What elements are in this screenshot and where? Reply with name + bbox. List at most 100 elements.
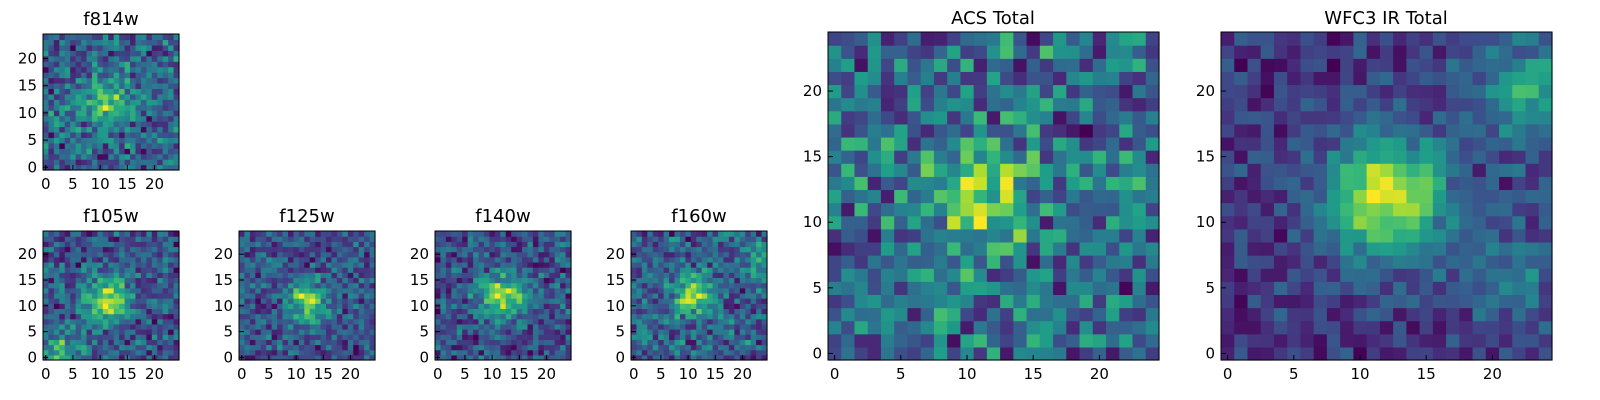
heatmap-cell — [960, 307, 975, 322]
heatmap-cell — [1485, 163, 1500, 177]
heatmap-cell — [1079, 163, 1094, 177]
heatmap-cell — [119, 334, 126, 340]
heatmap-cell — [157, 104, 164, 111]
heatmap-cell — [108, 318, 115, 325]
heatmap-cell — [326, 339, 333, 346]
heatmap-cell — [1459, 189, 1474, 204]
heatmap-cell — [81, 354, 88, 361]
heatmap-cell — [854, 163, 869, 177]
heatmap-cell — [130, 231, 137, 237]
heatmap-cell — [549, 323, 556, 330]
heatmap-cell — [1013, 84, 1028, 99]
heatmap-cell — [947, 281, 961, 295]
heatmap-cell — [140, 115, 147, 122]
heatmap-cell — [854, 176, 869, 191]
heatmap-cell — [81, 272, 88, 279]
heatmap-cell — [745, 267, 752, 273]
heatmap-cell — [168, 303, 175, 309]
heatmap-cell — [652, 267, 659, 273]
heatmap-cell — [1053, 163, 1067, 177]
heatmap-cell — [986, 136, 1001, 151]
heatmap-cell — [532, 334, 539, 340]
heatmap-cell — [511, 287, 518, 294]
heatmap-cell — [473, 277, 480, 284]
heatmap-cell — [157, 298, 164, 304]
heatmap-cell — [48, 121, 55, 128]
heatmap-cell — [108, 121, 115, 128]
heatmap-cell — [1053, 189, 1067, 204]
heatmap-cell — [108, 104, 115, 111]
heatmap-cell — [168, 241, 175, 248]
heatmap-cell — [647, 251, 654, 258]
heatmap-cell — [347, 329, 354, 335]
heatmap-cell — [140, 137, 147, 144]
heatmap-cell — [685, 339, 692, 346]
heatmap-cell — [696, 298, 703, 304]
heatmap-cell — [641, 231, 648, 237]
heatmap-cell — [59, 61, 66, 68]
heatmap-cell — [707, 287, 714, 294]
heatmap-cell — [483, 251, 490, 258]
heatmap-cell — [880, 281, 895, 295]
heatmap-cell — [527, 313, 534, 320]
heatmap-cell — [162, 164, 169, 171]
heatmap-cell — [157, 261, 164, 268]
heatmap-cell — [841, 45, 856, 59]
heatmap-cell — [1079, 189, 1094, 204]
heatmap-cell — [53, 50, 60, 57]
heatmap-cell — [364, 246, 371, 253]
heatmap-cell — [309, 339, 316, 346]
heatmap-cell — [947, 84, 961, 99]
heatmap-cell — [1459, 202, 1474, 217]
heatmap-cell — [636, 272, 643, 279]
heatmap-cell — [162, 82, 169, 89]
heatmap-cell — [854, 346, 869, 361]
heatmap-cell — [249, 287, 256, 294]
heatmap-cell — [342, 318, 349, 325]
heatmap-cell — [756, 354, 763, 361]
heatmap-cell — [124, 313, 131, 320]
heatmap-cell — [658, 308, 665, 315]
heatmap-cell — [1353, 241, 1368, 256]
heatmap-cell — [157, 256, 164, 263]
heatmap-cell — [828, 150, 842, 164]
heatmap-cell — [1393, 294, 1407, 309]
heatmap-cell — [277, 323, 284, 330]
heatmap-cell — [1512, 294, 1527, 309]
heatmap-cell — [494, 354, 501, 361]
heatmap-cell — [565, 241, 572, 248]
heatmap-cell — [315, 292, 322, 299]
heatmap-cell — [1485, 32, 1500, 46]
heatmap-cell — [1525, 163, 1540, 177]
heatmap-cell — [841, 241, 856, 256]
heatmap-cell — [43, 131, 50, 138]
heatmap-cell — [1512, 241, 1527, 256]
heatmap-cell — [353, 277, 360, 284]
heatmap-cell — [1247, 320, 1262, 335]
heatmap-cell — [64, 272, 71, 279]
heatmap-cell — [745, 318, 752, 325]
heatmap-cell — [326, 261, 333, 268]
heatmap-cell — [641, 267, 648, 273]
heatmap-cell — [663, 303, 670, 309]
heatmap-cell — [59, 50, 66, 57]
heatmap-cell — [907, 215, 922, 230]
heatmap-cell — [1000, 202, 1014, 217]
heatmap-cell — [505, 303, 512, 309]
heatmap-cell — [1039, 294, 1054, 309]
heatmap-cell — [173, 148, 180, 155]
heatmap-cell — [505, 236, 512, 242]
heatmap-cell — [102, 137, 109, 144]
heatmap-cell — [43, 236, 50, 242]
heatmap-cell — [663, 251, 670, 258]
heatmap-cell — [48, 148, 55, 155]
heatmap-cell — [1260, 294, 1275, 309]
heatmap-cell — [48, 282, 55, 289]
heatmap-cell — [543, 251, 550, 258]
heatmap-cell — [712, 349, 719, 356]
heatmap-cell — [986, 189, 1001, 204]
heatmap-cell — [679, 261, 686, 268]
heatmap-cell — [293, 251, 300, 258]
heatmap-cell — [364, 308, 371, 315]
heatmap-cell — [1300, 58, 1315, 72]
